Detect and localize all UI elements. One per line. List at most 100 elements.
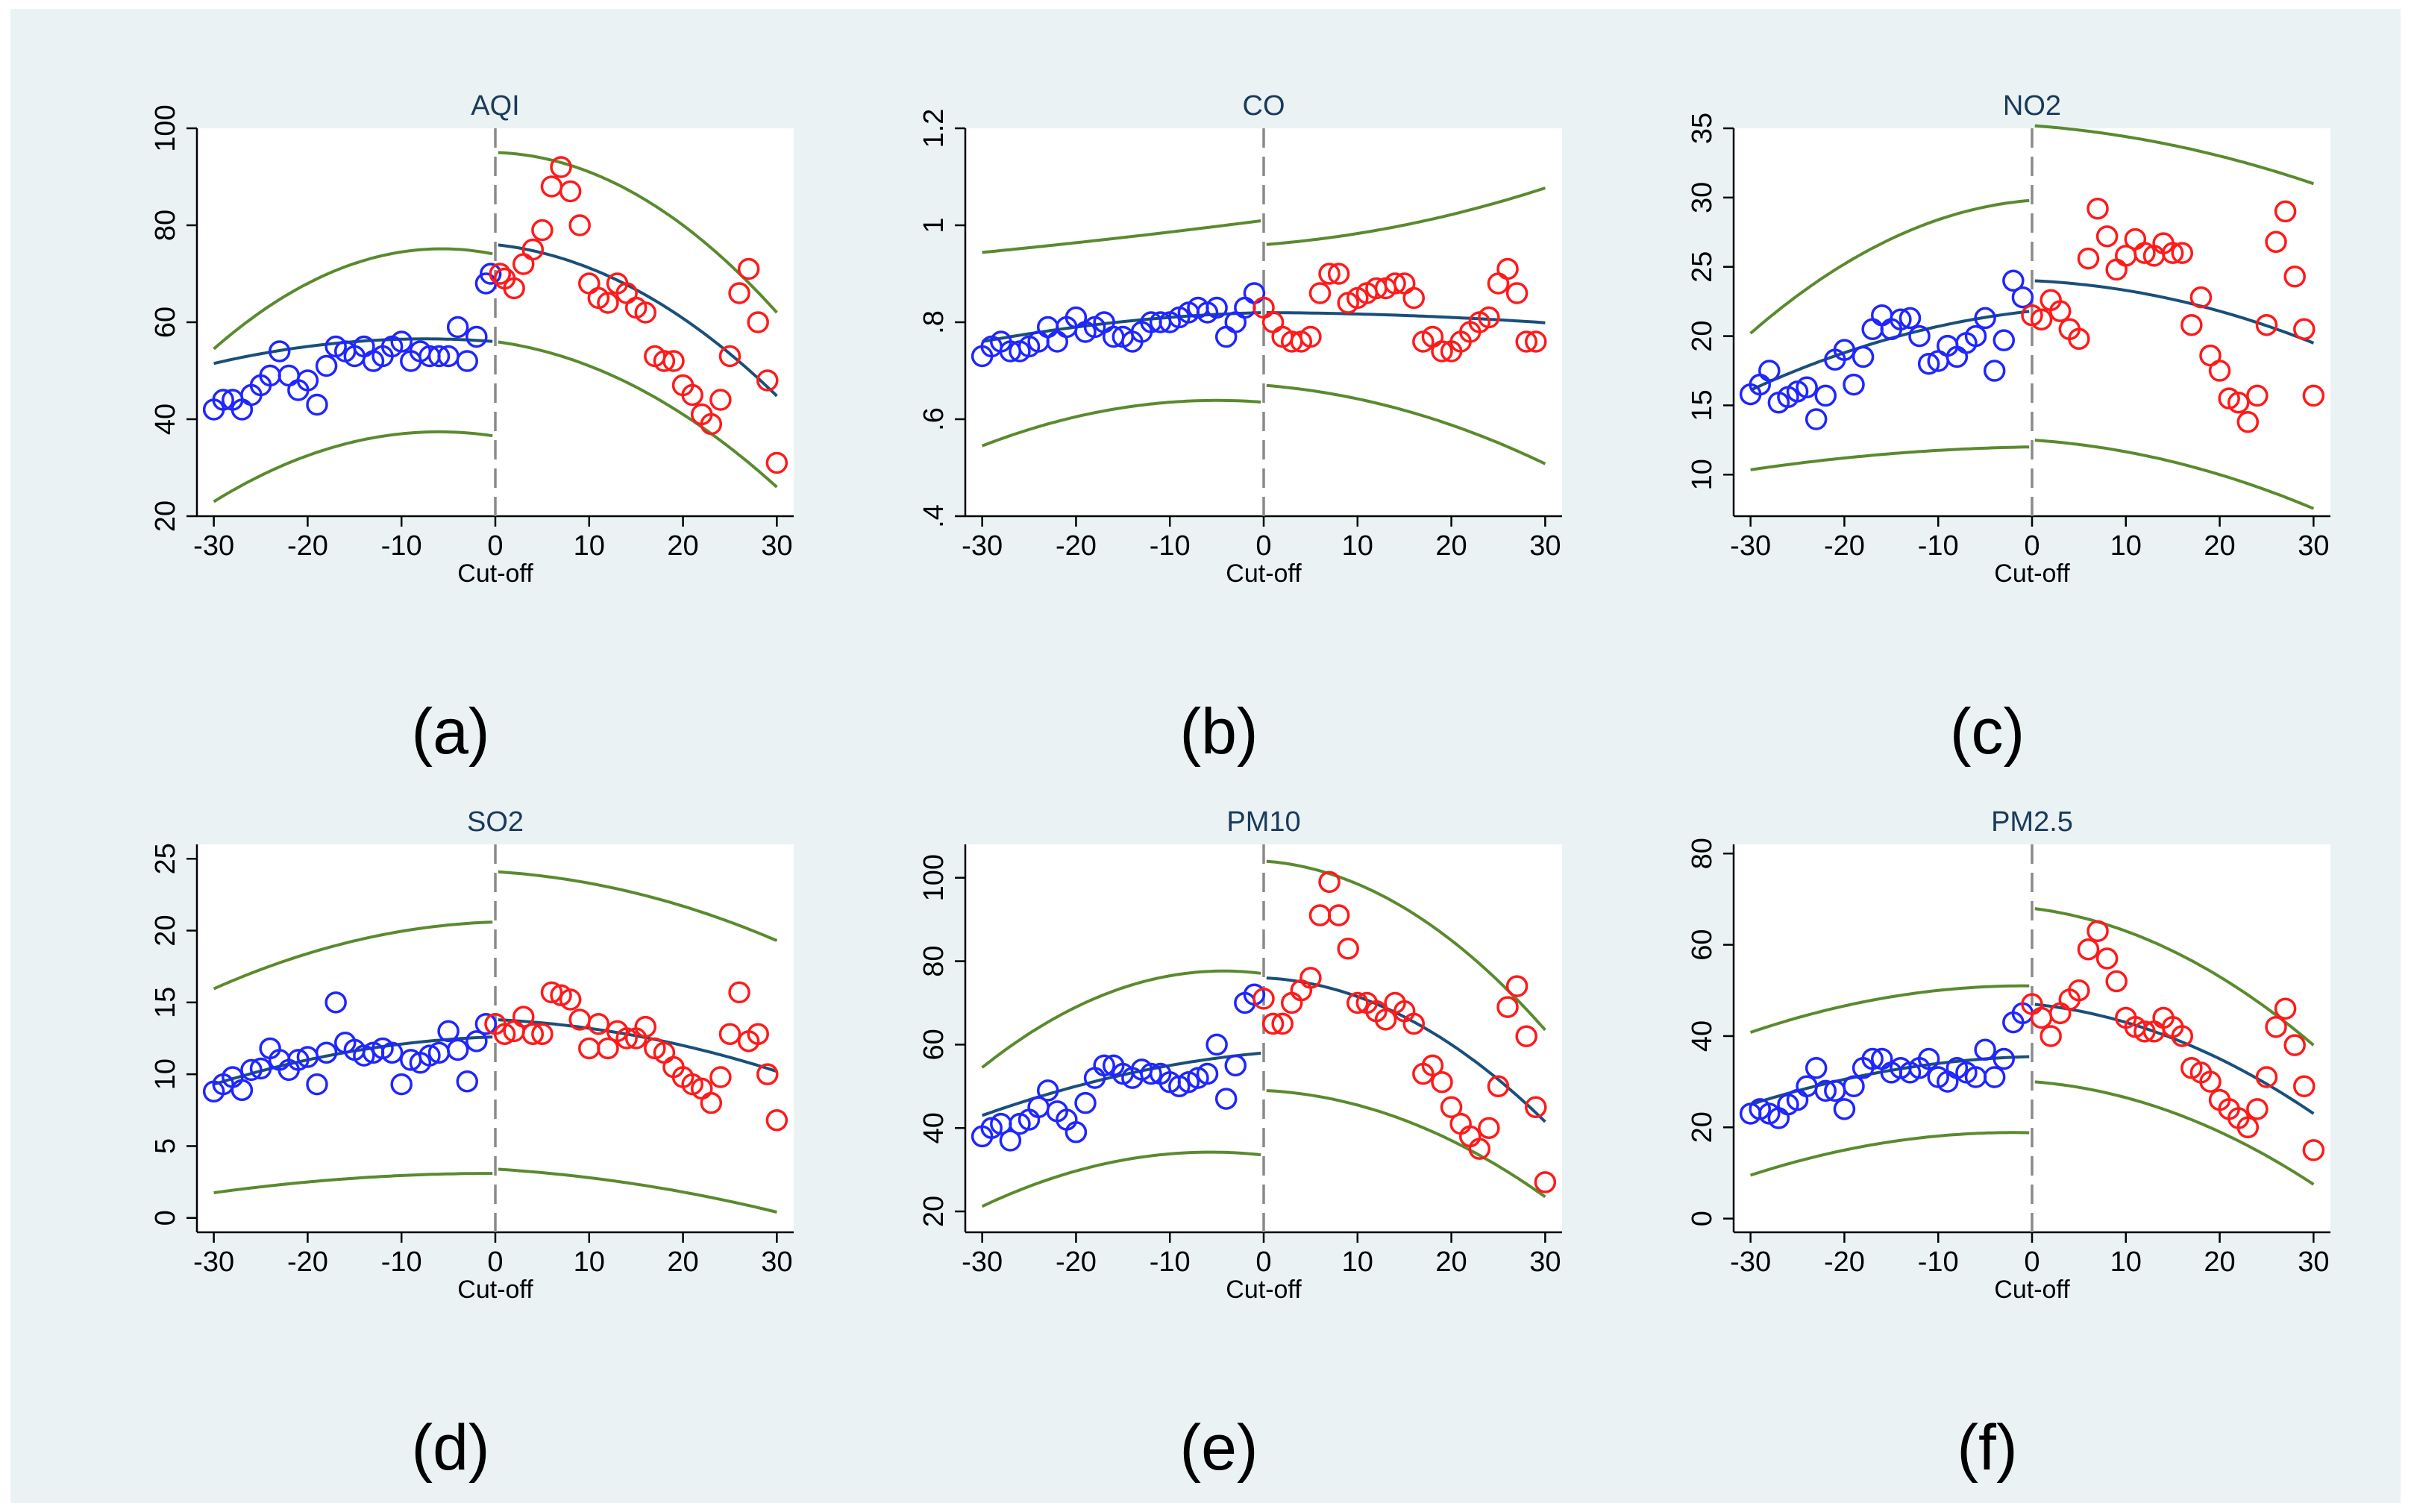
- right-point: [2274, 997, 2297, 1020]
- left-point: [1974, 1038, 1996, 1061]
- right-point: [728, 981, 750, 1004]
- right-point: [559, 180, 582, 203]
- left-point: [268, 340, 291, 363]
- x-tick-label: 30: [1529, 530, 1561, 562]
- x-tick-label: 0: [487, 1246, 503, 1278]
- right-point: [2133, 1020, 2156, 1043]
- x-tick-label: 30: [2298, 530, 2329, 562]
- right-point: [2265, 1015, 2287, 1038]
- left-point: [315, 354, 338, 377]
- right-point: [1261, 1012, 1285, 1035]
- ci-lower-left-line: [981, 398, 1261, 448]
- fit-right-line: [498, 243, 778, 398]
- x-tick-label: -10: [1150, 1246, 1191, 1278]
- right-point: [1402, 286, 1426, 310]
- y-tick-label: 25: [150, 843, 181, 874]
- right-point: [2068, 979, 2090, 1002]
- left-point: [306, 393, 328, 416]
- ci-lower-right-line: [1266, 1089, 1546, 1199]
- x-tick-label: -20: [287, 1246, 328, 1278]
- left-point: [1899, 307, 1922, 330]
- right-point: [728, 282, 750, 304]
- chart-title: CO: [1243, 90, 1285, 122]
- left-point: [1908, 324, 1931, 348]
- chart-svg-pm10: PM10 20 40 60 80 100 -30 -20 -10 0 10 20 30 Cut-off: [918, 806, 1562, 1304]
- right-point: [2171, 1025, 2194, 1047]
- left-point: [1833, 1098, 1856, 1120]
- right-point: [747, 311, 769, 333]
- right-point: [512, 1006, 535, 1028]
- right-point: [2283, 1034, 2306, 1056]
- y-tick-label: 20: [918, 1196, 950, 1227]
- x-axis-label: Cut-off: [1226, 1276, 1302, 1304]
- chart-svg-pm25: PM2.5 0 20 40 60 80 -30 -20 -10 0 10 20 30 Cut-off: [1687, 806, 2330, 1304]
- right-point: [1327, 263, 1350, 285]
- x-axis-label: Cut-off: [457, 1276, 533, 1304]
- x-tick-label: 10: [574, 530, 605, 562]
- panel-caption: (e): [1179, 1412, 1258, 1484]
- right-point: [1496, 257, 1519, 280]
- right-point: [597, 292, 619, 314]
- y-tick-label: 35: [1687, 113, 1718, 144]
- left-point: [1814, 1079, 1837, 1102]
- left-point: [1196, 1062, 1219, 1085]
- left-point: [1983, 360, 2006, 382]
- y-tick-label: .6: [918, 407, 950, 431]
- left-point: [1758, 360, 1781, 382]
- y-tick-label: 1.2: [918, 109, 950, 148]
- right-point: [1515, 1025, 1537, 1047]
- x-tick-label: -10: [1918, 530, 1959, 562]
- x-tick-label: 10: [2110, 530, 2142, 562]
- right-point: [521, 1023, 545, 1045]
- ci-lower-right-line: [1266, 383, 1546, 465]
- x-axis-label: Cut-off: [457, 559, 533, 588]
- x-tick-label: -10: [1918, 1246, 1959, 1278]
- x-tick-label: 20: [1435, 1246, 1467, 1278]
- left-point: [1852, 345, 1875, 368]
- right-point: [1252, 988, 1275, 1010]
- y-tick-label: 100: [918, 854, 950, 901]
- x-tick-label: -30: [1730, 530, 1771, 562]
- left-point: [465, 325, 488, 348]
- chart-svg-so2: SO2 0 5 10 15 20 25 -30 -20 -10 0 10 20 30 Cut-off: [150, 806, 794, 1304]
- right-point: [2199, 1070, 2222, 1093]
- right-point: [2189, 286, 2213, 309]
- ci-upper-right-line: [2034, 907, 2315, 1047]
- y-tick-label: 100: [150, 104, 181, 151]
- x-axis-label: Cut-off: [1226, 559, 1302, 588]
- left-point: [1224, 1054, 1247, 1077]
- right-point: [756, 1063, 779, 1085]
- ci-lower-left-line: [1749, 1131, 2030, 1177]
- chart-panel-aqi: AQI 20 40 60 80 100 -30 -20 -10 0 10 20 30 Cut-off (a…: [63, 69, 838, 785]
- right-point: [2180, 313, 2203, 336]
- y-tick-label: 0: [150, 1210, 181, 1226]
- right-point: [2133, 242, 2156, 264]
- x-tick-label: -20: [1056, 530, 1097, 562]
- ci-upper-right-line: [1266, 186, 1546, 246]
- right-point: [718, 1023, 742, 1045]
- right-point: [2105, 970, 2128, 993]
- right-point: [1431, 1070, 1453, 1094]
- panel-caption: (b): [1179, 696, 1258, 768]
- right-point: [587, 1012, 610, 1035]
- right-point: [568, 214, 591, 236]
- x-axis-label: Cut-off: [1994, 559, 2070, 588]
- left-point: [456, 1070, 479, 1093]
- right-point: [2293, 1075, 2316, 1097]
- y-tick-label: 1: [918, 217, 950, 233]
- x-tick-label: 20: [2204, 530, 2235, 562]
- right-point: [1299, 325, 1322, 348]
- right-point: [1308, 282, 1332, 304]
- y-tick-label: 15: [150, 987, 181, 1018]
- chart-panel-co: CO .4 .6 .8 1 1.2 -30 -20 -10 0 10 20 30 Cut-off (b): [831, 69, 1607, 785]
- right-point: [765, 1109, 788, 1132]
- ci-lower-right-line: [2034, 439, 2315, 510]
- left-point: [1843, 373, 1865, 396]
- x-tick-label: 10: [1342, 1246, 1373, 1278]
- left-point: [1993, 1047, 2016, 1070]
- right-point: [1468, 1138, 1491, 1160]
- x-tick-label: 30: [1529, 1246, 1561, 1278]
- ci-upper-left-line: [1749, 198, 2030, 335]
- chart-panel-pm10: PM10 20 40 60 80 100 -30 -20 -10 0 10 20 30 Cut-off (…: [831, 785, 1607, 1501]
- y-tick-label: 60: [918, 1029, 950, 1060]
